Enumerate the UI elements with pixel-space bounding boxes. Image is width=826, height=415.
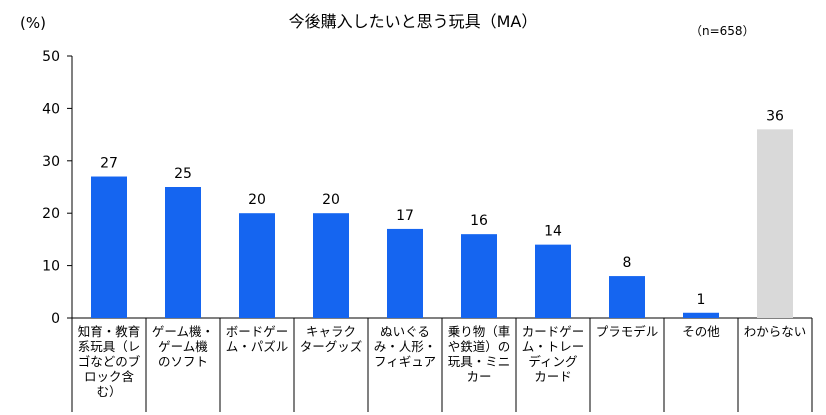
x-tick-label: ぬいぐる み・人形・ フィギュア: [373, 324, 437, 369]
bar: [91, 176, 127, 318]
x-tick-label: ゲーム機・ ゲーム機 のソフト: [151, 324, 215, 369]
bar: [313, 213, 349, 318]
y-tick-label: 50: [42, 49, 60, 65]
bar: [757, 129, 793, 318]
x-tick-label: ボードゲー ム・パズル: [225, 324, 289, 354]
y-tick-label: 0: [51, 311, 60, 327]
y-axis-unit: (%): [20, 14, 46, 32]
y-tick-label: 30: [42, 154, 60, 170]
data-label: 25: [174, 166, 192, 182]
data-label: 36: [766, 108, 784, 124]
data-label: 8: [623, 255, 632, 271]
data-label: 20: [248, 192, 266, 208]
x-tick-label: 乗り物（車 や鉄道）の 玩具・ミニ カー: [447, 324, 511, 384]
bar: [609, 276, 645, 318]
x-tick-label: わからない: [743, 324, 807, 339]
y-tick-label: 10: [42, 259, 60, 275]
x-tick-label: カードゲー ム・トレー ディング カード: [521, 324, 585, 384]
bar: [387, 228, 423, 318]
data-label: 14: [544, 224, 562, 240]
x-tick-label: その他: [682, 324, 720, 339]
x-tick-label: 知育・教育 系玩具（レ ゴなどのブ ロック含 む）: [77, 324, 141, 399]
data-label: 16: [470, 213, 488, 229]
data-label: 17: [396, 208, 414, 224]
y-tick-label: 40: [42, 101, 60, 117]
bar: [239, 213, 275, 318]
chart-title: 今後購入したいと思う玩具（MA）: [288, 12, 538, 31]
x-tick-label: プラモデル: [595, 324, 659, 339]
sample-size-note: （n=658）: [690, 24, 755, 38]
bar: [535, 244, 571, 318]
data-label: 1: [697, 292, 706, 308]
data-label: 27: [100, 156, 118, 172]
bar: [461, 234, 497, 318]
data-label: 20: [322, 192, 340, 208]
bar: [683, 312, 719, 318]
x-tick-label: キャラク ターグッズ: [299, 324, 363, 354]
y-tick-label: 20: [42, 206, 60, 222]
bar: [165, 187, 201, 318]
